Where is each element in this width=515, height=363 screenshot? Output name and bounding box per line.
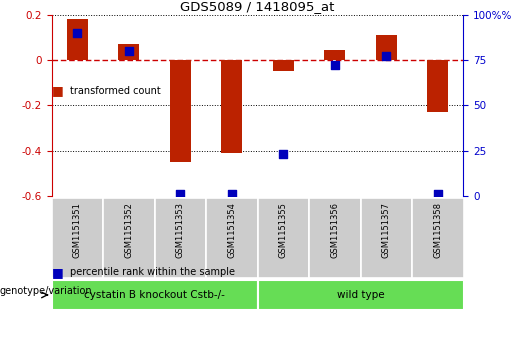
Point — [434, 191, 442, 197]
Bar — [103, 198, 154, 278]
Text: ■: ■ — [52, 266, 63, 279]
Title: GDS5089 / 1418095_at: GDS5089 / 1418095_at — [180, 0, 335, 13]
Point — [331, 62, 339, 68]
Text: GSM1151357: GSM1151357 — [382, 202, 391, 258]
Bar — [170, 60, 191, 162]
Text: transformed count: transformed count — [70, 86, 160, 96]
Point — [228, 191, 236, 197]
Bar — [258, 280, 464, 310]
Point — [125, 48, 133, 54]
Bar — [309, 198, 360, 278]
Bar — [221, 60, 242, 153]
Text: GSM1151354: GSM1151354 — [227, 202, 236, 258]
Point — [279, 151, 287, 157]
Bar — [52, 198, 103, 278]
Bar — [258, 198, 309, 278]
Text: percentile rank within the sample: percentile rank within the sample — [70, 267, 234, 277]
Point — [382, 53, 390, 59]
Text: GSM1151353: GSM1151353 — [176, 202, 185, 258]
Text: genotype/variation: genotype/variation — [0, 286, 93, 296]
Bar — [324, 50, 345, 60]
Bar — [52, 280, 258, 310]
Text: GSM1151352: GSM1151352 — [124, 202, 133, 258]
Text: GSM1151356: GSM1151356 — [330, 202, 339, 258]
Bar — [273, 60, 294, 71]
Text: GSM1151358: GSM1151358 — [433, 202, 442, 258]
Bar — [376, 35, 397, 60]
Text: ■: ■ — [52, 84, 63, 97]
Bar — [427, 60, 448, 112]
Text: cystatin B knockout Cstb-/-: cystatin B knockout Cstb-/- — [84, 290, 225, 300]
Bar — [206, 198, 258, 278]
Bar — [360, 198, 412, 278]
Text: GSM1151351: GSM1151351 — [73, 202, 82, 258]
Text: GSM1151355: GSM1151355 — [279, 202, 288, 258]
Bar — [412, 198, 464, 278]
Text: wild type: wild type — [337, 290, 384, 300]
Point — [176, 191, 184, 197]
Point — [73, 30, 81, 36]
Bar — [67, 19, 88, 60]
Bar — [154, 198, 206, 278]
Bar — [118, 44, 139, 60]
